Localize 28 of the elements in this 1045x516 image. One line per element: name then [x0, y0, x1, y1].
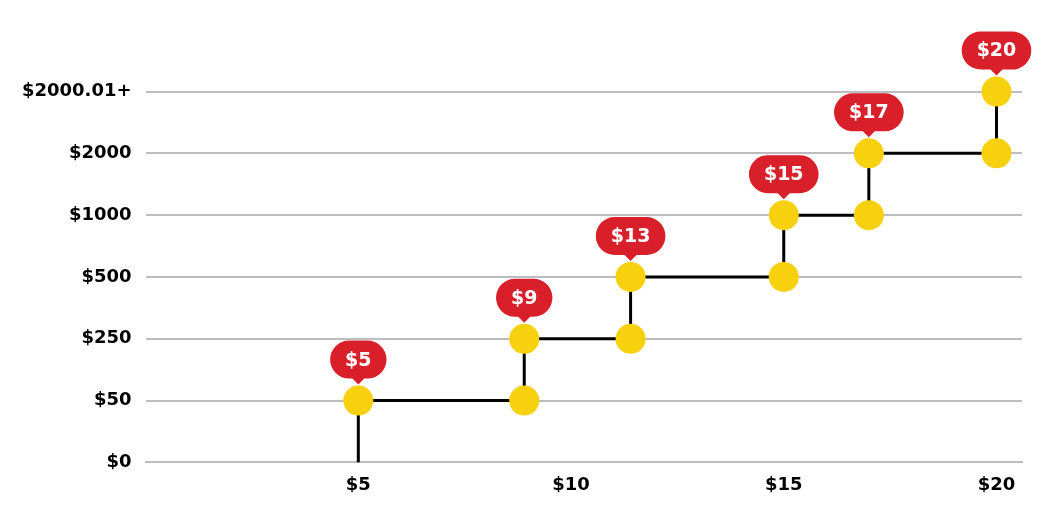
x-tick-label: $20 [977, 472, 1016, 494]
point [981, 138, 1012, 169]
annotation: $17 [849, 100, 889, 123]
point [509, 385, 540, 416]
y-tick-label: $500 [81, 264, 132, 286]
point [343, 385, 374, 416]
point [853, 138, 884, 169]
y-tick-label: $2000 [68, 141, 132, 163]
point [615, 323, 646, 354]
y-tick-label: $1000 [68, 202, 132, 224]
y-tick-label: $0 [106, 450, 132, 472]
y-tick-label: $2000.01+ [22, 79, 132, 101]
point [509, 323, 540, 354]
point [853, 200, 884, 231]
x-tick-label: $5 [345, 472, 371, 494]
annotation: $9 [511, 285, 538, 308]
point [768, 261, 799, 292]
x-tick-label: $10 [552, 472, 590, 494]
x-tick-label: $15 [764, 472, 803, 494]
point [615, 261, 646, 292]
annotation: $5 [345, 347, 372, 370]
annotation: $13 [610, 223, 651, 246]
annotation: $20 [976, 38, 1017, 61]
point [768, 200, 799, 231]
point [981, 76, 1012, 107]
y-tick-label: $250 [81, 326, 132, 348]
y-tick-label: $50 [94, 388, 132, 410]
annotation: $15 [763, 162, 804, 185]
